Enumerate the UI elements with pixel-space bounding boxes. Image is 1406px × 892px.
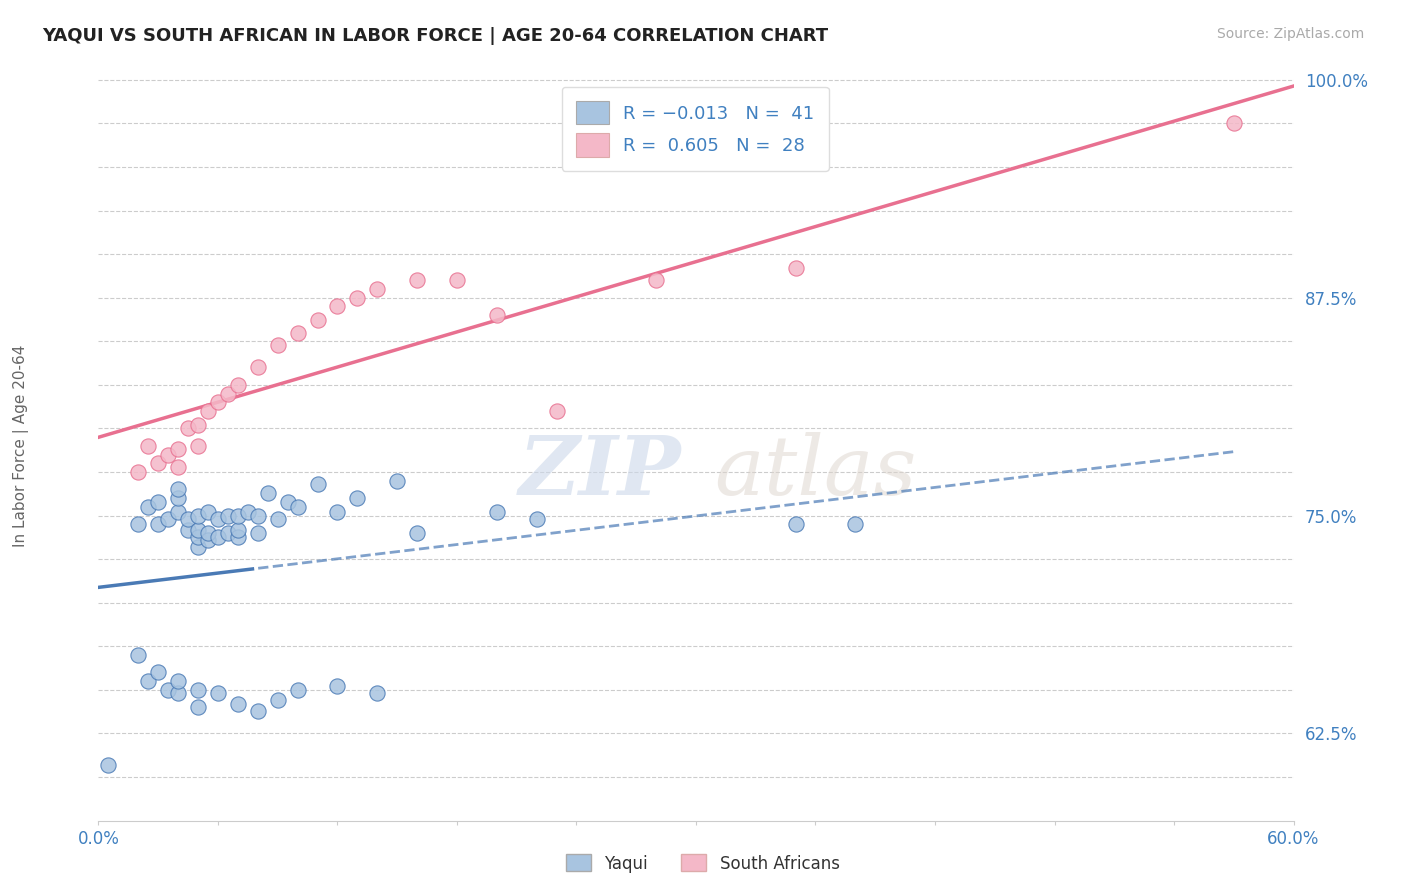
Legend: Yaqui, South Africans: Yaqui, South Africans	[560, 847, 846, 880]
Point	[167, 505, 190, 519]
Point	[326, 505, 349, 519]
Point	[326, 680, 349, 694]
Point	[127, 465, 149, 479]
Point	[246, 704, 269, 718]
Legend: R = −0.013   N =  41, R =  0.605   N =  28: R = −0.013 N = 41, R = 0.605 N = 28	[561, 87, 828, 171]
Text: Source: ZipAtlas.com: Source: ZipAtlas.com	[1216, 27, 1364, 41]
Point	[177, 421, 200, 435]
Point	[785, 517, 807, 532]
Text: YAQUI VS SOUTH AFRICAN IN LABOR FORCE | AGE 20-64 CORRELATION CHART: YAQUI VS SOUTH AFRICAN IN LABOR FORCE | …	[42, 27, 828, 45]
Point	[267, 338, 290, 352]
Point	[157, 512, 180, 526]
Point	[366, 686, 388, 700]
Point	[366, 282, 388, 296]
Point	[256, 486, 278, 500]
Point	[148, 665, 170, 680]
Point	[385, 474, 409, 488]
Point	[157, 448, 180, 462]
Point	[217, 386, 239, 401]
Point	[485, 308, 508, 322]
Point	[187, 682, 209, 697]
Point	[187, 417, 209, 432]
Point	[226, 508, 249, 523]
Point	[406, 526, 429, 541]
Point	[346, 491, 368, 506]
Point	[346, 291, 368, 305]
Point	[177, 512, 200, 526]
Point	[1223, 116, 1246, 130]
Point	[187, 540, 209, 554]
Point	[197, 526, 219, 541]
Point	[226, 697, 249, 711]
Point	[197, 404, 219, 418]
Point	[136, 674, 159, 689]
Point	[246, 360, 269, 375]
Point	[226, 529, 249, 543]
Point	[167, 459, 190, 474]
Point	[187, 700, 209, 714]
Point	[485, 505, 508, 519]
Point	[97, 757, 120, 772]
Point	[148, 494, 170, 508]
Point	[287, 682, 309, 697]
Point	[307, 477, 329, 491]
Point	[277, 494, 299, 508]
Text: atlas: atlas	[714, 432, 917, 512]
Point	[267, 512, 290, 526]
Point	[287, 500, 309, 514]
Point	[167, 491, 190, 506]
Point	[446, 273, 468, 287]
Point	[187, 439, 209, 453]
Point	[546, 404, 568, 418]
Point	[844, 517, 866, 532]
Point	[785, 261, 807, 276]
Point	[307, 313, 329, 327]
Point	[645, 273, 668, 287]
Point	[246, 508, 269, 523]
Text: In Labor Force | Age 20-64: In Labor Force | Age 20-64	[13, 345, 30, 547]
Point	[197, 533, 219, 547]
Point	[127, 517, 149, 532]
Point	[157, 682, 180, 697]
Point	[148, 456, 170, 470]
Point	[267, 693, 290, 707]
Point	[207, 686, 229, 700]
Point	[207, 512, 229, 526]
Point	[167, 686, 190, 700]
Point	[217, 508, 239, 523]
Point	[136, 439, 159, 453]
Point	[406, 273, 429, 287]
Text: ZIP: ZIP	[519, 432, 682, 512]
Point	[197, 505, 219, 519]
Point	[526, 512, 548, 526]
Point	[236, 505, 259, 519]
Point	[226, 377, 249, 392]
Point	[187, 529, 209, 543]
Point	[136, 500, 159, 514]
Point	[226, 523, 249, 537]
Point	[177, 523, 200, 537]
Point	[148, 517, 170, 532]
Point	[167, 674, 190, 689]
Point	[246, 526, 269, 541]
Point	[207, 395, 229, 409]
Point	[167, 442, 190, 457]
Point	[127, 648, 149, 662]
Point	[217, 526, 239, 541]
Point	[287, 326, 309, 340]
Point	[187, 508, 209, 523]
Point	[326, 300, 349, 314]
Point	[167, 483, 190, 497]
Point	[207, 529, 229, 543]
Point	[187, 523, 209, 537]
